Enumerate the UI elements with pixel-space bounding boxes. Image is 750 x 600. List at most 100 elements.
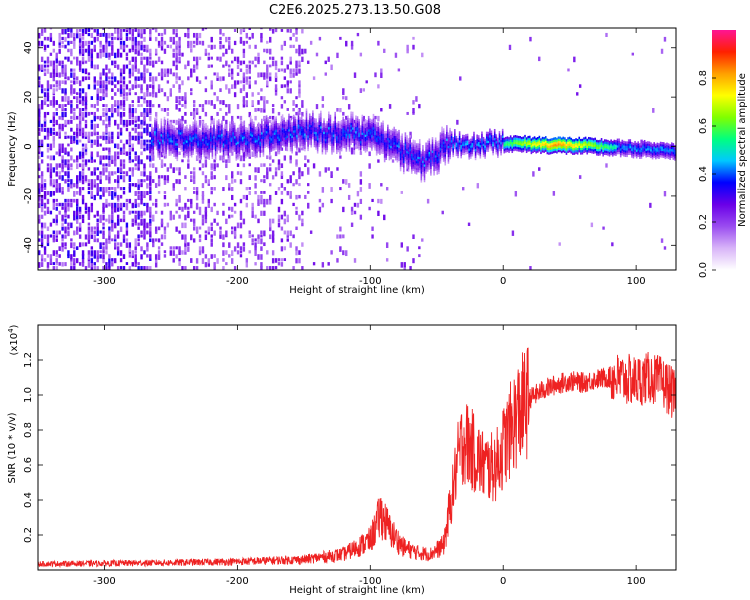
spectrogram-cell (404, 159, 407, 162)
spectrogram-cell (70, 222, 73, 229)
spectrogram-cell (40, 40, 44, 47)
spectrogram-cell (374, 145, 376, 149)
spectrogram-cell (152, 242, 155, 248)
spectrogram-cell (143, 68, 146, 73)
spectrogram-cell (149, 131, 152, 138)
spectrogram-cell (160, 68, 164, 73)
spectrogram-cell (178, 194, 181, 201)
spectrogram-cell (52, 64, 56, 70)
spectrogram-cell (248, 152, 250, 155)
spectrogram-cell (324, 134, 327, 137)
spectrogram-cell (137, 190, 140, 195)
spectrogram-cell (347, 126, 349, 130)
spectrogram-cell (157, 126, 159, 129)
spectrogram-cell (131, 167, 134, 172)
spectrogram-cell (245, 202, 249, 208)
spectrogram-cell (350, 138, 352, 141)
spectrogram-cell (366, 129, 368, 132)
spectrogram-cell (157, 238, 161, 243)
spectrogram-cell (407, 144, 410, 148)
spectrogram-cell (361, 116, 364, 120)
spectrogram-cell (119, 80, 123, 84)
spectrogram-cell (194, 119, 196, 123)
spectrogram-cell (146, 143, 149, 148)
spectrogram-cell (182, 146, 185, 149)
spectrogram-cell (137, 202, 140, 208)
spectrogram-cell (240, 127, 242, 131)
spectrogram-cell (406, 167, 409, 172)
spectrogram-cell (264, 136, 266, 140)
spectrogram-cell (340, 124, 343, 127)
spectrogram-cell (46, 206, 50, 211)
spectrogram-cell (198, 142, 201, 145)
spectrogram-cell (359, 52, 363, 57)
spectrogram-cell (280, 56, 284, 60)
spectrogram-cell (125, 92, 129, 96)
spectrogram-cell (292, 108, 295, 112)
spectrogram-cell (228, 88, 231, 94)
spectrogram-cell (187, 242, 190, 246)
spectrogram-cell (315, 104, 319, 110)
spectrogram-cell (356, 118, 359, 121)
spectrogram-cell (391, 139, 394, 143)
spectrogram-cell (280, 121, 282, 124)
spectrogram-cell (125, 198, 129, 203)
spectrogram-cell (410, 151, 413, 154)
spectrogram-cell (388, 144, 391, 148)
spectrogram-cell (192, 266, 196, 270)
spectrogram-cell (200, 137, 203, 140)
spectrogram-cell (221, 142, 223, 146)
spectrogram-cell (43, 183, 47, 188)
spectrogram-cell (122, 100, 126, 105)
spectrogram-cell (334, 114, 337, 117)
spectrogram-cell (369, 136, 372, 139)
spectrogram-cell (160, 163, 164, 168)
spectrogram-cell (119, 147, 123, 152)
spectrogram-cell (119, 187, 123, 191)
spectrogram-cell (137, 226, 140, 230)
spectrogram-cell (310, 129, 313, 132)
spectrogram-cell (272, 126, 274, 129)
spectrogram-cell (108, 218, 111, 224)
spectrogram-cell (398, 154, 400, 157)
spectrogram-cell (198, 144, 201, 147)
spectrogram-cell (426, 144, 429, 148)
spectrogram-cell (280, 128, 282, 131)
spectrogram-cell (390, 132, 392, 135)
spectrogram-cell (43, 111, 47, 118)
spectrogram-cell (134, 250, 137, 254)
spectrogram-cell (358, 143, 360, 146)
spectrogram-cell (366, 120, 368, 123)
spectrogram-cell (328, 131, 330, 134)
spectrogram-cell (345, 135, 348, 139)
spectrogram-cell (78, 36, 82, 43)
spectrogram-cell (321, 123, 324, 126)
spectrogram-cell (81, 155, 85, 159)
spectrogram-cell (245, 68, 249, 75)
spectrogram-cell (55, 60, 58, 64)
spectrogram-cell (379, 152, 381, 155)
spectrogram-cell (40, 175, 44, 180)
spectrogram-cell (271, 266, 275, 270)
spectrogram-cell (278, 129, 281, 133)
spectrogram-cell (108, 155, 111, 161)
spectrogram-cell (441, 210, 444, 215)
spectrogram-cell (116, 246, 120, 252)
spectrogram-cell (64, 44, 67, 49)
spectrogram-cell (320, 141, 322, 145)
spectrogram-cell (326, 123, 329, 126)
spectrogram-cell (134, 123, 137, 128)
spectrogram-cell (81, 167, 85, 171)
spectrogram-cell (269, 132, 271, 135)
spectrogram-cell (217, 136, 220, 140)
spectrogram-cell (76, 60, 79, 66)
spectrogram-cell (417, 161, 419, 164)
spectrogram-cell (195, 138, 198, 141)
spectrogram-cell (61, 159, 64, 164)
spectrogram-cell (316, 144, 319, 147)
spectrogram-cell (55, 206, 58, 211)
spectrogram-cell (305, 137, 308, 140)
spectrogram-cell (125, 56, 129, 61)
spectrogram-cell (313, 131, 316, 134)
spectrogram-cell (178, 138, 180, 141)
